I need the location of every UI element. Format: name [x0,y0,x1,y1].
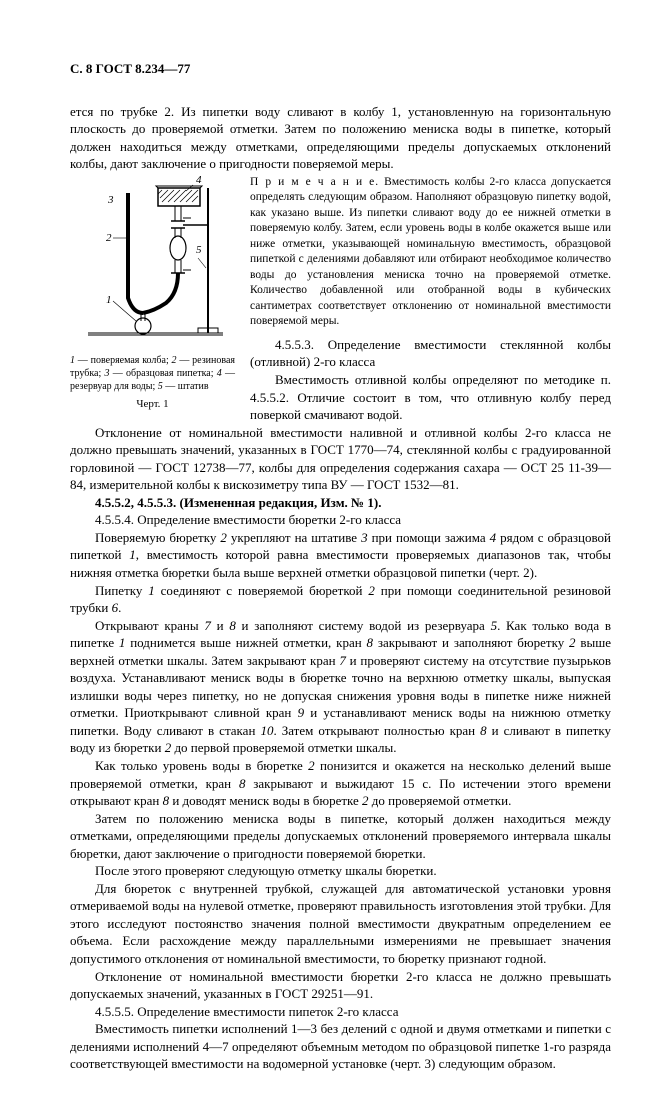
svg-text:3: 3 [107,194,114,206]
note-label: П р и м е ч а н и е. [250,176,379,188]
changed-edition: 4.5.5.2, 4.5.5.3. (Измененная редакция, … [70,494,611,512]
continuing-paragraph: ется по трубке 2. Из пипетки воду сливаю… [70,103,611,173]
section-4554-p6: После этого проверяют следующую отметку … [70,862,611,880]
svg-text:4: 4 [196,174,202,186]
section-4554-p4: Как только уровень воды в бюретке 2 пони… [70,757,611,810]
figure-label: Черт. 1 [70,397,235,412]
section-4554-p2: Пипетку 1 соединяют с поверяемой бюретко… [70,582,611,617]
note-body: Вместимость колбы 2-го класса допускаетс… [250,176,611,328]
figure-svg: 4 3 2 5 1 [78,173,228,348]
section-4555-title: 4.5.5.5. Определение вместимости пипеток… [70,1003,611,1021]
section-4554-p8: Отклонение от номинальной вместимости бю… [70,968,611,1003]
section-4555-p1: Вместимость пипетки исполнений 1—3 без д… [70,1020,611,1073]
section-4554-p7: Для бюреток с внутренней трубкой, служащ… [70,880,611,968]
section-4554-title: 4.5.5.4. Определение вместимости бюретки… [70,511,611,529]
section-4554-p5: Затем по положению мениска воды в пипетк… [70,810,611,863]
section-4554-p1: Поверяемую бюретку 2 укрепляют на штатив… [70,529,611,582]
figure-caption: 1 — поверяемая колба; 2 — резиновая труб… [70,354,235,393]
svg-text:5: 5 [196,244,202,256]
figure-1: 4 3 2 5 1 1 — поверяемая колба; 2 — рези… [70,173,235,412]
section-4553-p2: Отклонение от номинальной вместимости на… [70,424,611,494]
section-4554-p3: Открывают краны 7 и 8 и заполняют систем… [70,617,611,757]
svg-text:2: 2 [106,232,112,244]
svg-text:1: 1 [106,294,112,306]
page-header: С. 8 ГОСТ 8.234—77 [70,60,611,78]
